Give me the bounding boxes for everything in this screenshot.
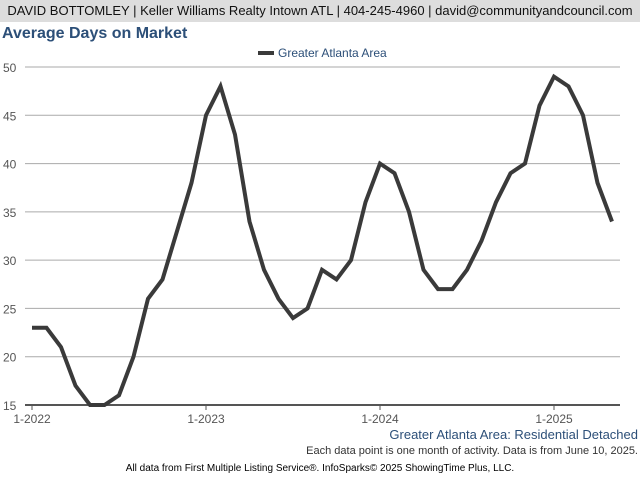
x-tick-label: 1-2023 [187, 412, 225, 426]
chart-subtitle: Greater Atlanta Area: Residential Detach… [389, 427, 638, 442]
agent-header: DAVID BOTTOMLEY | Keller Williams Realty… [0, 0, 640, 22]
y-tick-label: 30 [3, 254, 17, 268]
series-line-greater-atlanta [32, 73, 614, 407]
chart-title: Average Days on Market [2, 25, 188, 42]
footer: All data from First Multiple Listing Ser… [125, 463, 515, 474]
y-tick-label: 40 [3, 158, 17, 172]
legend-label: Greater Atlanta Area [278, 46, 387, 60]
y-tick-label: 25 [3, 302, 17, 316]
y-tick-label: 35 [3, 206, 17, 220]
x-tick-label: 1-2024 [361, 412, 399, 426]
x-tick-label: 1-2025 [535, 412, 573, 426]
y-tick-label: 15 [3, 399, 17, 413]
y-tick-label: 20 [3, 351, 17, 365]
y-tick-label: 45 [3, 109, 17, 123]
data-note: Each data point is one month of activity… [306, 445, 638, 457]
x-tick-label: 1-2022 [13, 412, 51, 426]
legend: Greater Atlanta Area [258, 46, 387, 60]
y-tick-label: 50 [3, 61, 17, 75]
